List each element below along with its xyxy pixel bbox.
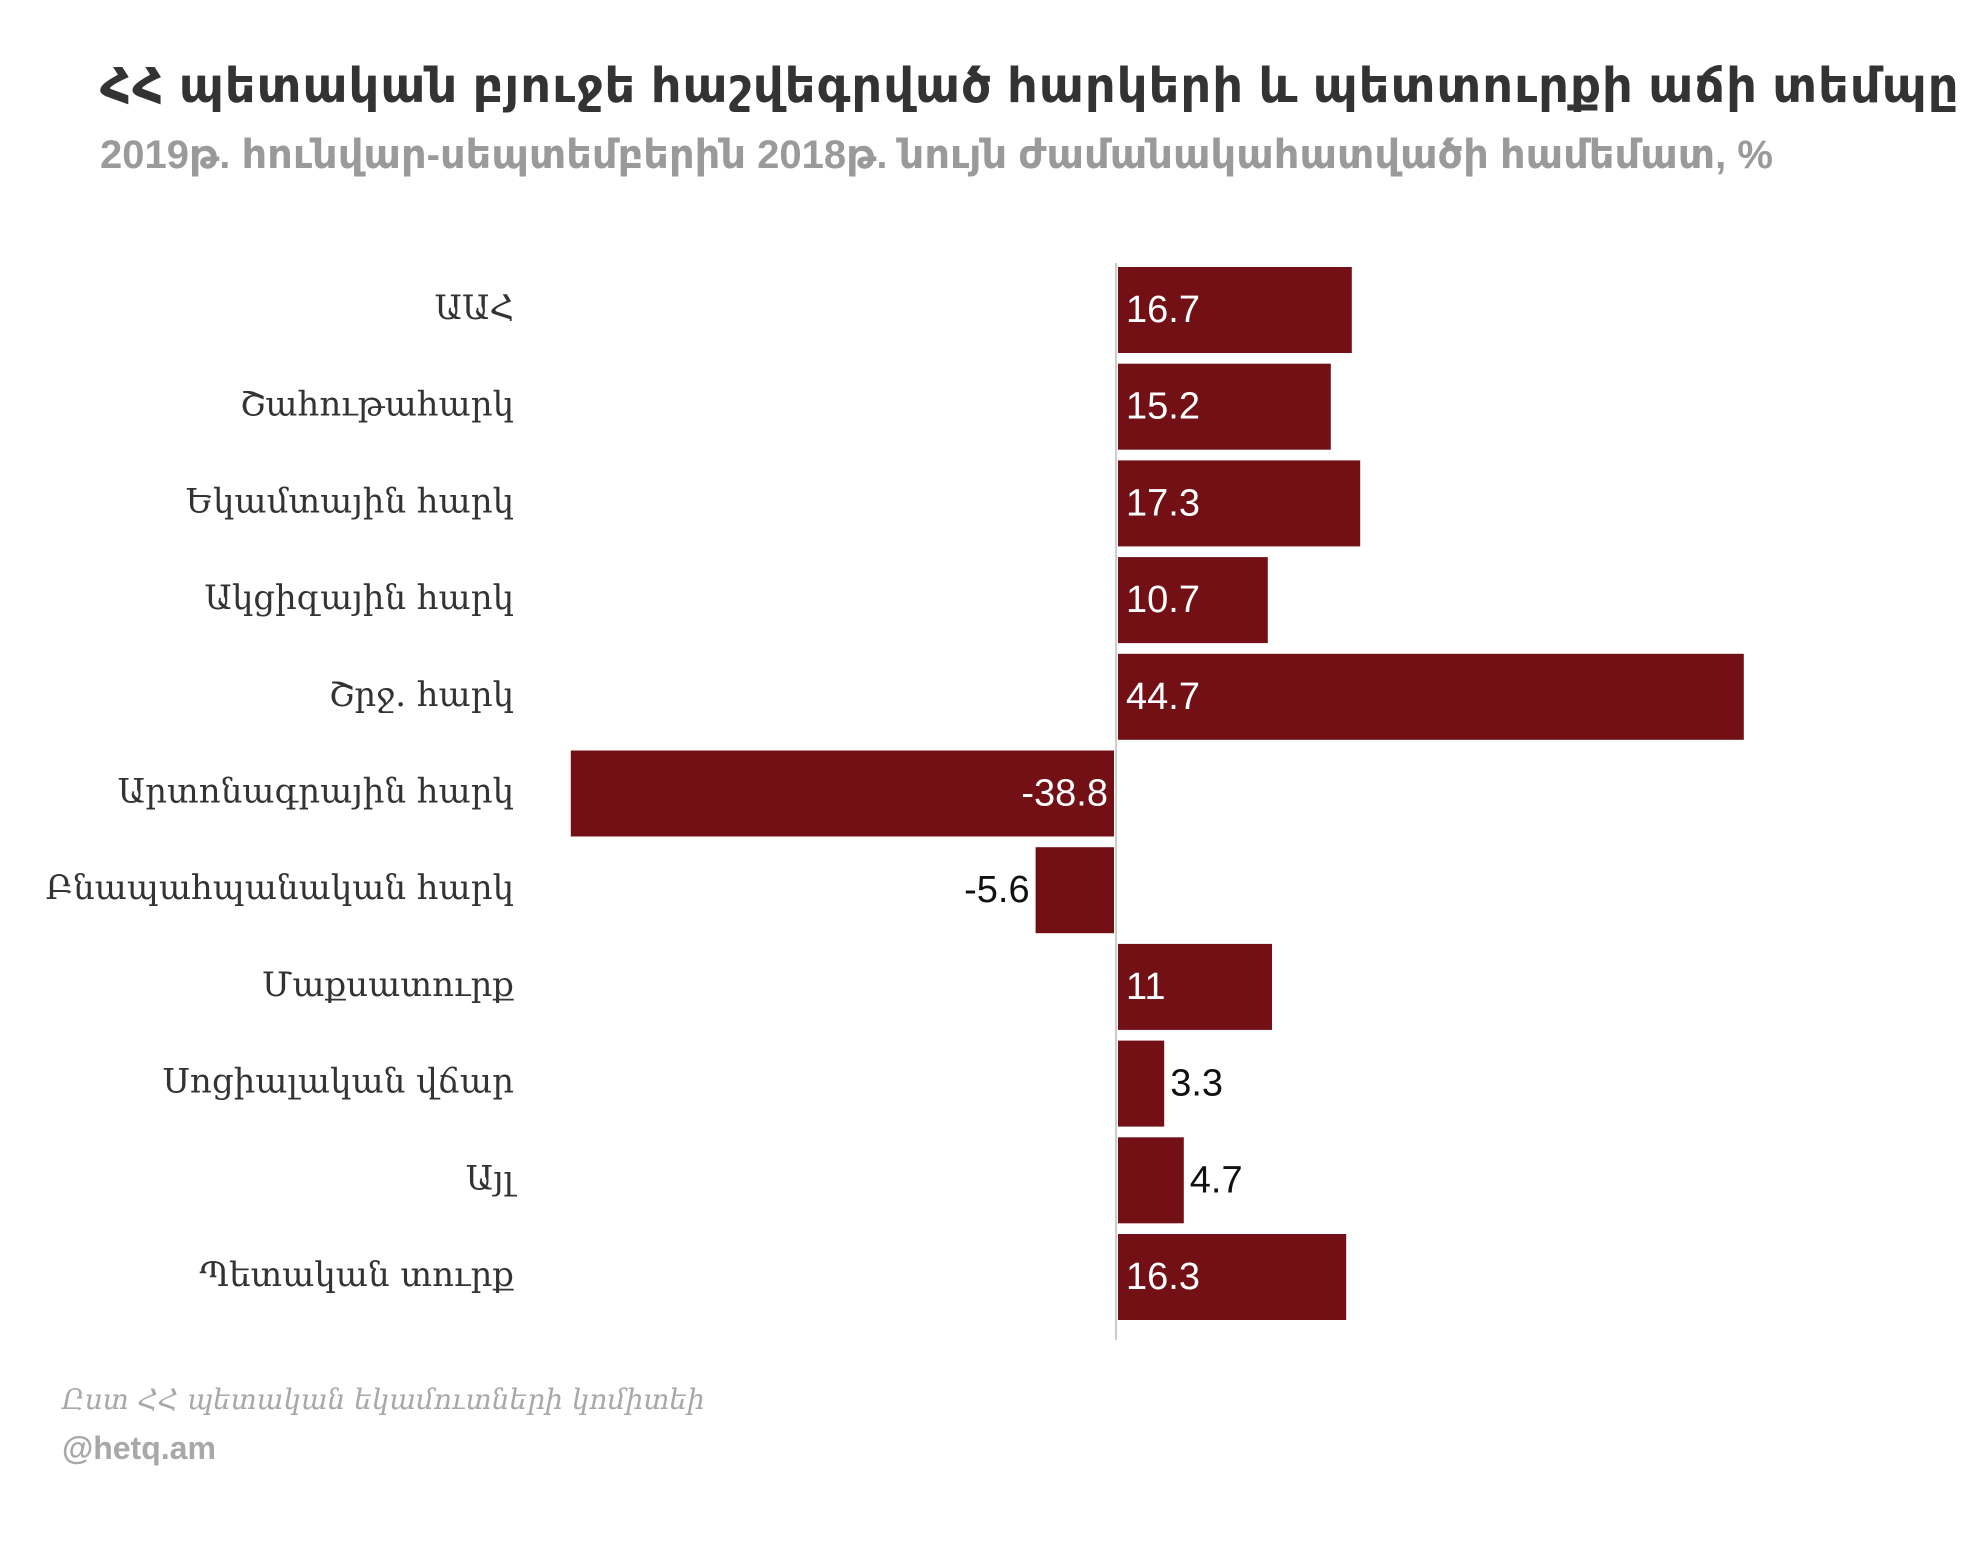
value-label: -5.6	[964, 869, 1029, 911]
bar-11	[1118, 1234, 1347, 1320]
bar-4	[1118, 557, 1268, 644]
chart-title: ՀՀ պետական բյուջե հաշվեգրված հարկերի և պ…	[100, 60, 1960, 113]
category-label: Շրջ. հարկ	[329, 675, 514, 715]
bar-8	[1118, 943, 1272, 1030]
category-label: Սոցիալական վճար	[163, 1062, 514, 1102]
value-label: 3.3	[1170, 1063, 1223, 1105]
bars-layer: ԱԱՀ 16.7 Շահութահարկ 15.2 Եկամտային հարկ 17.3…	[45, 263, 1744, 1340]
value-label: 10.7	[1126, 579, 1200, 621]
category-label: Մաքսատուրք	[262, 965, 515, 1005]
value-label: 16.3	[1126, 1256, 1200, 1298]
source-note: Ըստ ՀՀ պետական եկամուտների կոմիտեի	[62, 1383, 705, 1416]
category-label: Եկամտային հարկ	[186, 481, 514, 521]
category-label: Բնապահպանական հարկ	[45, 868, 514, 908]
bar-2	[1118, 363, 1331, 450]
category-label: Շահութահարկ	[240, 385, 514, 425]
value-label: 15.2	[1126, 386, 1200, 428]
bar-1	[1118, 267, 1352, 353]
value-label: 4.7	[1190, 1159, 1243, 1201]
bar-6	[570, 750, 1114, 837]
category-label: Պետական տուրք	[199, 1255, 514, 1295]
bar-7	[1035, 847, 1114, 934]
category-label: Այլ	[466, 1158, 518, 1198]
value-label: 16.7	[1126, 289, 1200, 331]
chart-subtitle: 2019թ. հունվար-սեպտեմբերին 2018թ. նույն …	[100, 133, 1773, 177]
value-label: 17.3	[1126, 482, 1200, 524]
value-label: 44.7	[1126, 676, 1200, 718]
bar-3	[1118, 460, 1361, 547]
bar-10	[1118, 1137, 1184, 1224]
source-handle: @hetq.am	[62, 1430, 216, 1466]
bar-5	[1118, 653, 1744, 740]
value-label: -38.8	[1021, 773, 1108, 815]
category-label: ԱԱՀ	[434, 288, 514, 328]
category-label: Ակցիզային հարկ	[204, 578, 514, 618]
category-label: Արտոնագրային հարկ	[118, 772, 514, 812]
value-label: 11	[1126, 966, 1165, 1008]
bar-9	[1118, 1040, 1165, 1127]
